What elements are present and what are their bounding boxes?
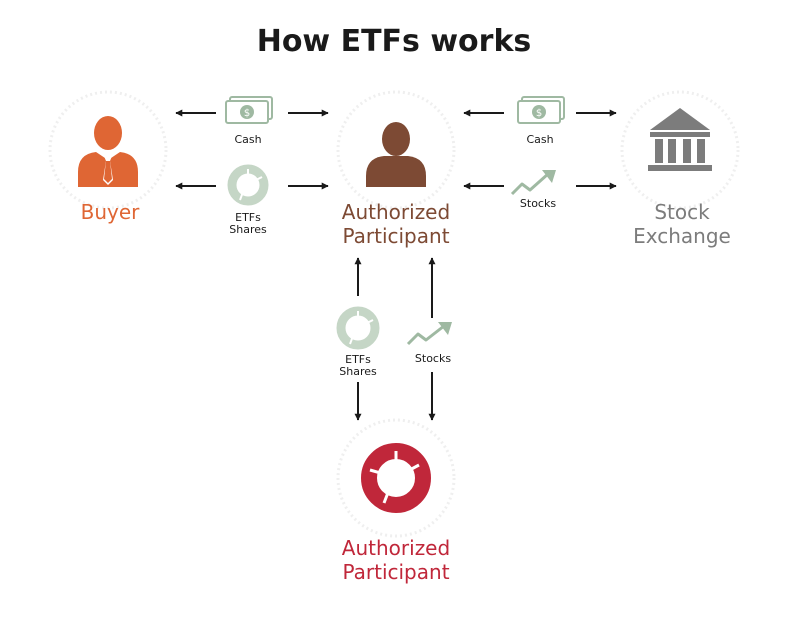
svg-text:$: $ (244, 108, 250, 119)
ap-top-node: Authorized Participant (336, 90, 456, 248)
ap-bottom-halo (336, 418, 456, 538)
svg-text:$: $ (536, 108, 542, 119)
buyer-etf-label-line2: Shares (229, 223, 267, 236)
ap-top-label-line2: Participant (342, 224, 449, 248)
cash-icon: $ (517, 96, 565, 124)
buyer-node: Buyer (48, 90, 168, 224)
exchange-halo (620, 90, 740, 210)
stock-exchange-node: Stock Exchange (620, 90, 740, 248)
exchange-stocks-label: Stocks (520, 197, 556, 210)
vertical-stocks-label: Stocks (415, 352, 451, 365)
cash-icon: $ (225, 96, 273, 124)
exchange-label-line2: Exchange (633, 224, 731, 248)
donut-icon (336, 306, 380, 350)
vertical-etf-label-line1: ETFs (345, 353, 371, 366)
ap-bottom-label-line2: Participant (342, 560, 449, 584)
person-icon (366, 122, 426, 187)
diagram-title: How ETFs works (257, 24, 532, 59)
trend-arrow-icon (406, 322, 452, 346)
bank-icon (648, 108, 712, 171)
ap-bottom-label-line1: Authorized (342, 536, 450, 560)
exchange-label-line1: Stock (654, 200, 710, 224)
vertical-etf-label-line2: Shares (339, 365, 377, 378)
ap-bottom-node: Authorized Participant (336, 418, 456, 584)
buyer-etf-label-line1: ETFs (235, 211, 261, 224)
exchange-cash-label: Cash (526, 133, 553, 146)
ap-top-label-line1: Authorized (342, 200, 450, 224)
person-icon (78, 116, 138, 187)
buyer-label: Buyer (81, 200, 141, 224)
donut-icon (227, 164, 269, 206)
buyer-cash-label: Cash (234, 133, 261, 146)
donut-icon (361, 443, 431, 513)
trend-arrow-icon (510, 170, 556, 196)
